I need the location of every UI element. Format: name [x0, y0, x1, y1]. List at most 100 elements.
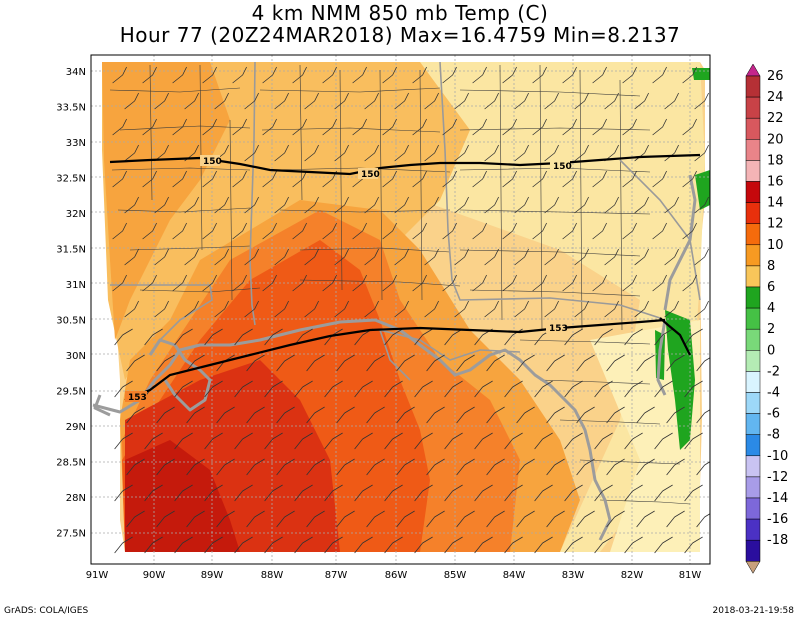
wind-barb [262, 274, 277, 292]
wind-barb [412, 274, 427, 292]
latitude-label: 32N [66, 209, 86, 220]
timestamp: 2018-03-21-19:58 [712, 606, 795, 616]
colorbar-label: -2 [767, 364, 780, 379]
wind-barb [456, 510, 475, 528]
wind-barb [274, 248, 289, 266]
wind-barb [412, 222, 427, 240]
colorbar-label: 4 [767, 301, 775, 316]
colorbar-swatch [745, 160, 761, 182]
grads-credit: GrADS: COLA/IGES [4, 606, 89, 616]
wind-barb [304, 300, 319, 318]
wind-barb [306, 406, 325, 424]
wind-barb [204, 484, 223, 502]
wind-barb [364, 248, 379, 266]
wind-barb [114, 536, 133, 554]
wind-barb [636, 406, 655, 424]
wind-barb [516, 458, 535, 476]
wind-barb [474, 432, 493, 450]
wind-barb [624, 328, 643, 346]
wind-barb [294, 484, 313, 502]
wind-barb [336, 458, 355, 476]
wind-barb [384, 380, 403, 398]
wind-barb [624, 536, 643, 554]
colorbar-label: 8 [767, 259, 775, 274]
wind-barb [336, 354, 355, 372]
wind-barb [442, 118, 457, 136]
wind-barb [652, 222, 667, 240]
wind-barb [574, 92, 589, 110]
colorbar-label: -18 [767, 533, 788, 548]
latitude-label: 29N [66, 422, 86, 433]
wind-barb [262, 222, 277, 240]
wind-barb [184, 144, 199, 162]
wind-barb [454, 196, 469, 214]
wind-barb [654, 380, 673, 398]
wind-barb [534, 536, 553, 554]
wind-barb [352, 274, 367, 292]
wind-barb [574, 196, 589, 214]
wind-barb [532, 66, 547, 84]
wind-barb [294, 380, 313, 398]
wind-barb [264, 380, 283, 398]
wind-barb [234, 328, 253, 346]
colorbar-label: 20 [767, 132, 784, 147]
wind-barb [682, 66, 697, 84]
wind-barb [264, 536, 283, 554]
wind-barb [666, 458, 685, 476]
wind-barb [246, 458, 265, 476]
wind-barb [414, 328, 433, 346]
wind-barb [666, 510, 685, 528]
wind-barb [654, 536, 673, 554]
wind-barb [114, 328, 133, 346]
colorbar-swatch [745, 265, 761, 288]
wind-barb [426, 406, 445, 424]
wind-barb [636, 510, 655, 528]
wind-barb [144, 484, 163, 502]
wind-barb [274, 300, 289, 318]
wind-barb [546, 406, 565, 424]
wind-barb [502, 274, 517, 292]
wind-barb [564, 536, 583, 554]
wind-barb [334, 144, 349, 162]
wind-barb [414, 536, 433, 554]
colorbar-swatch [745, 497, 761, 520]
wind-barb [424, 248, 439, 266]
wind-barb [214, 92, 229, 110]
wind-barb [504, 536, 523, 554]
colorbar-label: 10 [767, 238, 784, 253]
wind-barb [412, 118, 427, 136]
wind-barb [126, 406, 145, 424]
wind-barb [514, 92, 529, 110]
wind-barb [456, 406, 475, 424]
contour-label: 153 [128, 393, 147, 403]
wind-barb [486, 406, 505, 424]
wind-barb [366, 354, 385, 372]
colorbar-label: 6 [767, 280, 775, 295]
wind-barb [232, 118, 247, 136]
wind-barb [472, 66, 487, 84]
colorbar-swatch [745, 181, 761, 203]
wind-barb [532, 222, 547, 240]
wind-barb [604, 92, 619, 110]
wind-barb [514, 248, 529, 266]
wind-barb [334, 300, 349, 318]
colorbar-swatch [745, 223, 761, 246]
wind-barb [504, 432, 523, 450]
wind-barb [666, 354, 685, 372]
wind-barb [574, 300, 589, 318]
wind-barb [154, 196, 169, 214]
wind-barb [232, 170, 247, 188]
wind-barb [444, 536, 463, 554]
wind-barb [684, 536, 703, 554]
longitude-label: 91W [86, 570, 109, 581]
wind-barb [622, 222, 637, 240]
colorbar-label: -14 [767, 491, 788, 506]
contour-label: 150 [553, 162, 572, 172]
wind-barb [262, 170, 277, 188]
longitude-labels: 91W 90W 89W 88W 87W 86W 85W 84W 83W 82W 81W [86, 570, 702, 581]
latitude-label: 32.5N [56, 174, 86, 185]
wind-barb [274, 196, 289, 214]
colorbar: 26242220181614121086420-2-4-6-8-10-12-14… [745, 63, 788, 574]
wind-barb [442, 222, 457, 240]
